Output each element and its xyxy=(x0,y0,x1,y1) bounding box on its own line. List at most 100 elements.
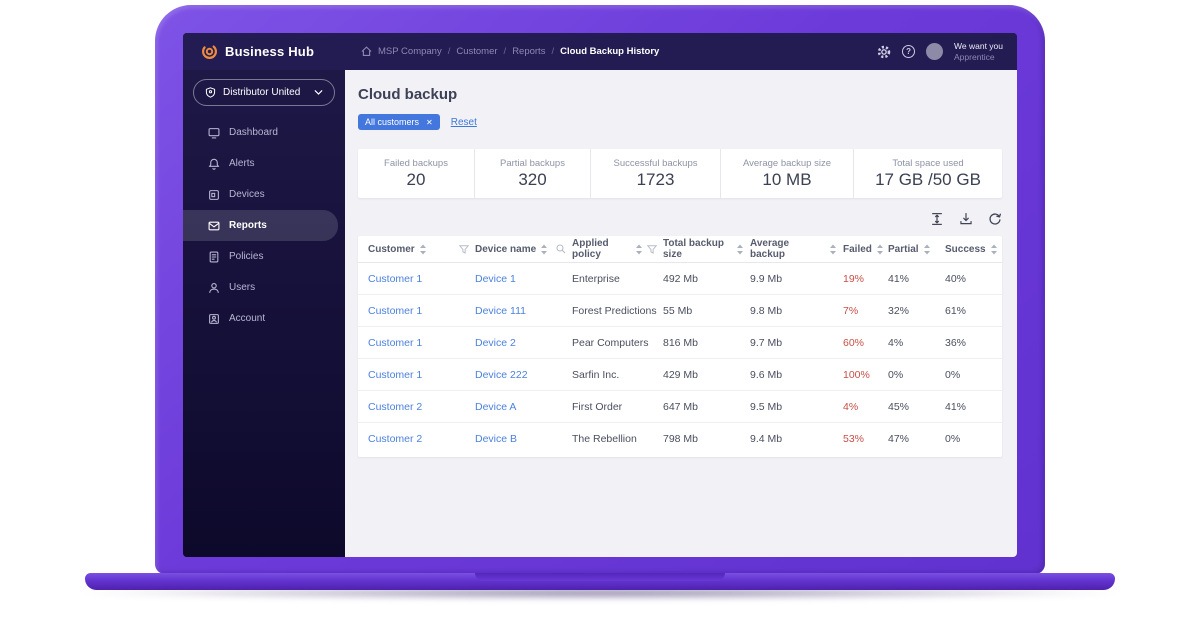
close-icon[interactable]: ✕ xyxy=(426,117,433,127)
top-bar: Business Hub MSP Company / Customer / Report… xyxy=(183,33,1017,70)
reset-link[interactable]: Reset xyxy=(450,116,477,128)
breadcrumb-link[interactable]: Reports xyxy=(512,46,546,57)
filter-chip[interactable]: All customers ✕ xyxy=(358,114,440,130)
stat-label: Partial backups xyxy=(500,157,565,169)
logo-text: Business Hub xyxy=(225,44,315,59)
refresh-icon[interactable] xyxy=(988,212,1002,226)
sort-icon[interactable] xyxy=(635,244,643,255)
table-row: Customer 1 Device 1 Enterprise 492 Mb 9.9 Mb… xyxy=(358,263,1002,295)
sort-icon[interactable] xyxy=(540,244,548,255)
stat-value: 20 xyxy=(406,169,426,189)
cell-success: 61% xyxy=(945,304,967,317)
cell-success: 40% xyxy=(945,272,967,285)
laptop-base-notch xyxy=(475,573,725,581)
help-icon[interactable]: ? xyxy=(902,45,916,58)
breadcrumb-separator: / xyxy=(503,46,507,57)
cell-device-name[interactable]: Device 1 xyxy=(475,272,516,285)
cell-customer[interactable]: Customer 2 xyxy=(368,400,423,413)
cell-customer[interactable]: Customer 1 xyxy=(368,336,423,349)
cell-device-name[interactable]: Device B xyxy=(475,433,518,445)
sidebar-item-reports[interactable]: Reports xyxy=(183,210,338,241)
sort-icon[interactable] xyxy=(876,244,884,255)
breadcrumb-separator: / xyxy=(551,46,555,57)
cell-average-backup: 9.5 Mb xyxy=(750,400,783,413)
column-header-3: Applied policy xyxy=(572,238,663,260)
column-header-6: Failed xyxy=(843,244,888,255)
table-header: Customer Device name Applied policy Total b… xyxy=(358,236,1002,263)
sort-icon[interactable] xyxy=(419,244,427,255)
filter-icon[interactable] xyxy=(459,244,469,254)
stat-value: 1723 xyxy=(636,169,675,189)
sidebar-menu: Dashboard Alerts Devices Reports Policies Use… xyxy=(183,117,345,334)
cell-device-name[interactable]: Device 111 xyxy=(475,304,526,317)
cell-customer[interactable]: Customer 1 xyxy=(368,304,423,317)
sidebar-item-account[interactable]: Account xyxy=(183,303,345,334)
cell-applied-policy: Sarfin Inc. xyxy=(572,368,620,381)
sidebar-item-devices[interactable]: Devices xyxy=(183,179,345,210)
cell-partial: 47% xyxy=(888,433,910,445)
cell-customer[interactable]: Customer 1 xyxy=(368,368,423,381)
breadcrumb-link[interactable]: MSP Company xyxy=(378,46,442,57)
column-header-1: Customer xyxy=(358,244,475,255)
dashboard-icon xyxy=(208,127,220,139)
cell-applied-policy: The Rebellion xyxy=(572,433,637,445)
sidebar-item-label: Dashboard xyxy=(229,127,278,138)
sort-icon[interactable] xyxy=(829,244,837,255)
laptop-base xyxy=(85,573,1115,590)
cell-total-backup-size: 798 Mb xyxy=(663,433,699,445)
cell-applied-policy: First Order xyxy=(572,400,623,413)
table-row: Customer 2 Device B The Rebellion 798 Mb 9.4… xyxy=(358,423,1002,455)
sidebar-item-alerts[interactable]: Alerts xyxy=(183,148,345,179)
sort-icon[interactable] xyxy=(923,244,931,255)
cell-customer[interactable]: Customer 1 xyxy=(368,272,423,285)
cell-device-name[interactable]: Device A xyxy=(475,400,517,413)
stat-label: Successful backups xyxy=(613,157,698,169)
avatar[interactable] xyxy=(926,43,944,60)
policies-icon xyxy=(208,251,220,263)
user-role: Apprentice xyxy=(954,51,995,62)
user-info[interactable]: We want you Apprentice xyxy=(954,41,1003,62)
sort-icon[interactable] xyxy=(736,244,744,255)
cell-device-name[interactable]: Device 222 xyxy=(475,368,528,381)
search-icon[interactable] xyxy=(556,244,566,254)
table-row: Customer 2 Device A First Order 647 Mb 9.5 M… xyxy=(358,391,1002,423)
stat-value: 17 GB /50 GB xyxy=(875,169,981,189)
table-row: Customer 1 Device 222 Sarfin Inc. 429 Mb 9.6… xyxy=(358,359,1002,391)
cell-device-name[interactable]: Device 2 xyxy=(475,336,516,349)
filter-bar: All customers ✕ Reset xyxy=(358,114,1017,130)
alerts-icon xyxy=(208,158,220,170)
row-height-icon[interactable] xyxy=(930,212,944,226)
download-icon[interactable] xyxy=(959,212,973,226)
chevron-down-icon xyxy=(314,89,323,96)
column-label: Success xyxy=(945,243,986,255)
column-label: Device name xyxy=(475,243,537,255)
sort-icon[interactable] xyxy=(990,244,998,255)
cell-total-backup-size: 816 Mb xyxy=(663,336,699,349)
cell-failed: 19% xyxy=(843,272,865,285)
stat-value: 320 xyxy=(518,169,547,189)
stat-label: Average backup size xyxy=(742,157,832,169)
cell-average-backup: 9.8 Mb xyxy=(750,304,783,317)
breadcrumb-link[interactable]: Customer xyxy=(456,46,498,57)
app-logo: Business Hub xyxy=(183,43,345,60)
cell-total-backup-size: 55 Mb xyxy=(663,304,693,317)
cell-total-backup-size: 647 Mb xyxy=(663,400,699,413)
filter-icon[interactable] xyxy=(647,244,657,254)
cell-partial: 32% xyxy=(888,304,910,317)
sidebar-item-policies[interactable]: Policies xyxy=(183,241,345,272)
cell-customer[interactable]: Customer 2 xyxy=(368,433,423,445)
home-icon[interactable] xyxy=(361,46,372,57)
page-title: Cloud backup xyxy=(358,86,458,103)
gear-icon[interactable] xyxy=(877,45,891,59)
cell-success: 0% xyxy=(945,368,961,381)
cell-partial: 4% xyxy=(888,336,904,349)
column-header-8: Success xyxy=(945,244,1002,255)
table-body: Customer 1 Device 1 Enterprise 492 Mb 9.9 Mb… xyxy=(358,263,1002,455)
sidebar-item-dashboard[interactable]: Dashboard xyxy=(183,117,345,148)
sidebar-item-users[interactable]: Users xyxy=(183,272,345,303)
breadcrumb-current: Cloud Backup History xyxy=(560,46,660,57)
users-icon xyxy=(208,282,220,294)
account-icon xyxy=(208,313,220,325)
org-selector[interactable]: Distributor United xyxy=(193,79,335,106)
column-label: Applied policy xyxy=(572,238,609,260)
